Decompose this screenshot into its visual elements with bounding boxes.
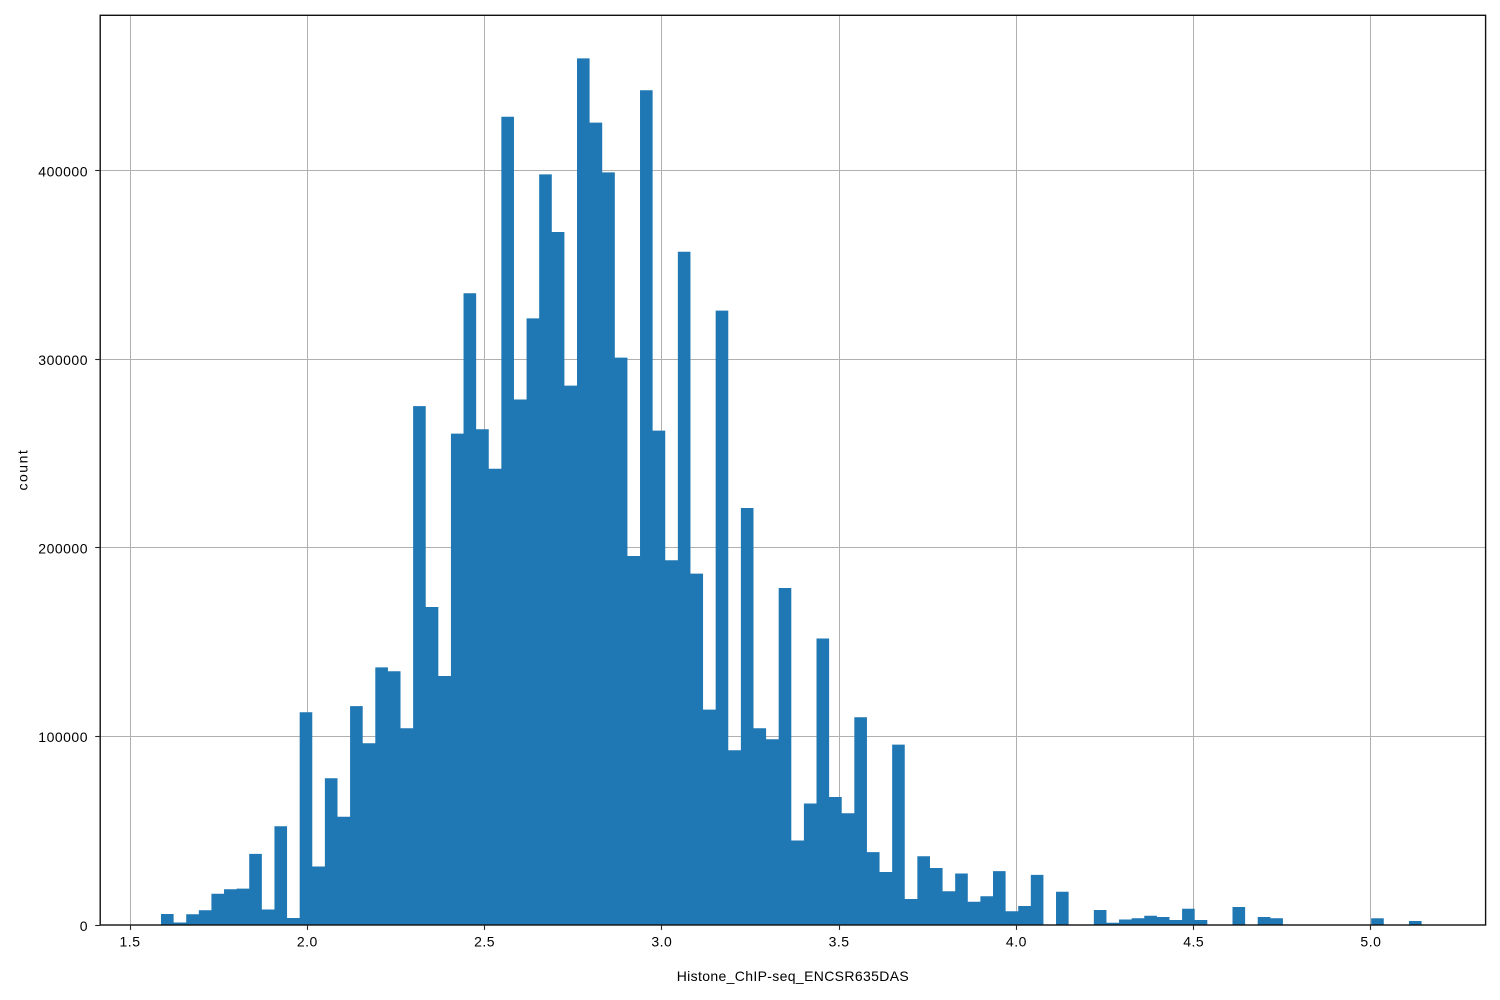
svg-text:Histone_ChIP-seq_ENCSR635DAS: Histone_ChIP-seq_ENCSR635DAS — [677, 968, 909, 984]
svg-text:3.5: 3.5 — [829, 933, 850, 949]
svg-text:5.0: 5.0 — [1360, 933, 1381, 949]
svg-text:count: count — [14, 449, 30, 491]
svg-text:2.0: 2.0 — [297, 933, 318, 949]
svg-text:0: 0 — [80, 918, 88, 934]
svg-text:200000: 200000 — [38, 541, 88, 557]
svg-text:4.0: 4.0 — [1006, 933, 1027, 949]
svg-text:3.0: 3.0 — [651, 933, 672, 949]
svg-text:2.5: 2.5 — [474, 933, 495, 949]
svg-text:4.5: 4.5 — [1183, 933, 1204, 949]
svg-text:100000: 100000 — [38, 729, 88, 745]
svg-text:1.5: 1.5 — [120, 933, 141, 949]
svg-text:400000: 400000 — [38, 163, 88, 179]
svg-text:300000: 300000 — [38, 352, 88, 368]
